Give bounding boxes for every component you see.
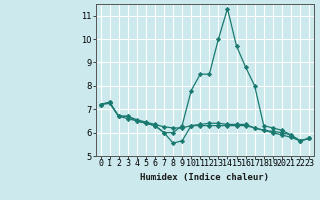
X-axis label: Humidex (Indice chaleur): Humidex (Indice chaleur): [140, 173, 269, 182]
